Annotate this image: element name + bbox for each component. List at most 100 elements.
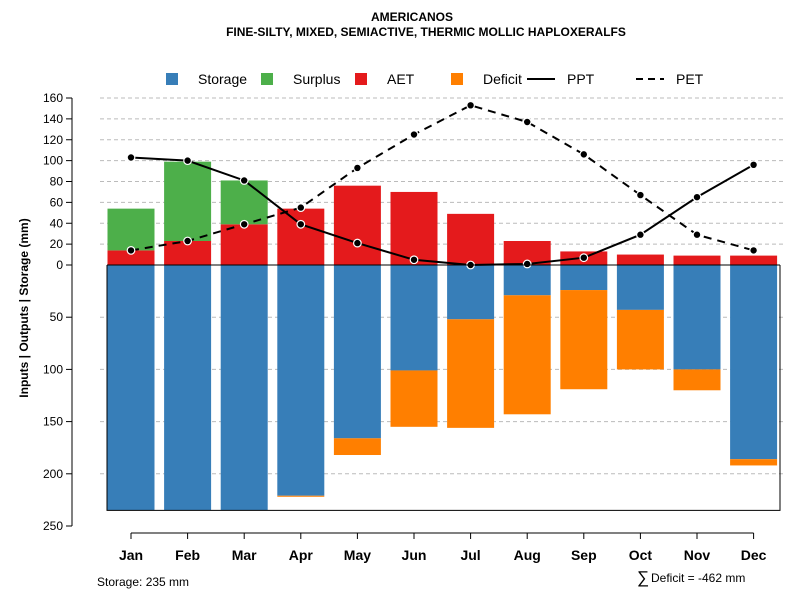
storage-bar bbox=[107, 265, 155, 511]
storage-capacity-outline bbox=[106, 265, 781, 511]
pet-line bbox=[130, 104, 754, 252]
y-tick-label-upper: 80 bbox=[50, 175, 64, 189]
y-tick-label-lower: 50 bbox=[50, 310, 64, 324]
x-tick-label: Dec bbox=[741, 547, 767, 563]
storage-bar bbox=[616, 265, 664, 310]
x-tick-label: Aug bbox=[514, 547, 541, 563]
deficit-bar bbox=[390, 370, 438, 427]
legend-label-surplus: Surplus bbox=[293, 71, 340, 87]
aet-bar bbox=[220, 224, 268, 265]
deficit-note: Deficit = -462 mm bbox=[651, 571, 745, 585]
storage-bar bbox=[390, 265, 438, 371]
x-tick-label: Apr bbox=[289, 547, 314, 563]
y-tick-label-lower: 100 bbox=[43, 362, 63, 376]
x-tick-label: Jan bbox=[119, 547, 143, 563]
chart-title: AMERICANOS bbox=[371, 10, 453, 24]
deficit-bar bbox=[560, 290, 608, 390]
x-tick-label: Feb bbox=[175, 547, 200, 563]
legend-swatch-surplus bbox=[261, 73, 273, 85]
ppt-point bbox=[409, 255, 419, 265]
bar-series bbox=[107, 161, 778, 511]
y-tick-label-upper: 100 bbox=[43, 154, 63, 168]
ppt-point bbox=[692, 192, 702, 202]
storage-note: Storage: 235 mm bbox=[97, 575, 189, 589]
y-tick-label-upper: 140 bbox=[43, 112, 63, 126]
y-tick-label-upper: 0 bbox=[56, 258, 63, 272]
ppt-point bbox=[183, 156, 193, 166]
aet-bar bbox=[390, 191, 438, 265]
pet-point bbox=[296, 203, 306, 212]
pet-point bbox=[636, 190, 645, 200]
ppt-point bbox=[749, 160, 758, 170]
y-tick-label-upper: 160 bbox=[43, 91, 63, 105]
line-series bbox=[126, 100, 758, 270]
storage-bar bbox=[277, 265, 325, 496]
deficit-bar bbox=[447, 319, 495, 428]
legend-swatch-deficit bbox=[451, 73, 463, 85]
surplus-bar bbox=[220, 180, 268, 225]
legend-label-storage: Storage bbox=[198, 71, 247, 87]
x-tick-label: Jun bbox=[402, 547, 427, 563]
pet-point bbox=[466, 100, 476, 110]
ppt-point bbox=[239, 176, 249, 185]
legend: Storage Surplus AET Deficit PPT PET bbox=[166, 71, 704, 87]
y-tick-label-upper: 60 bbox=[50, 195, 64, 209]
pet-point bbox=[239, 219, 249, 229]
storage-bar bbox=[673, 265, 721, 370]
legend-label-ppt: PPT bbox=[567, 71, 595, 87]
y-tick-label-upper: 120 bbox=[43, 133, 63, 147]
x-tick-label: Oct bbox=[629, 547, 653, 563]
pet-point bbox=[183, 236, 193, 246]
storage-bar bbox=[503, 265, 551, 296]
pet-point bbox=[579, 149, 589, 159]
y-axis-label: Inputs | Outputs | Storage (mm) bbox=[17, 218, 31, 397]
pet-point bbox=[749, 245, 758, 255]
ppt-point bbox=[579, 253, 589, 263]
chart-subtitle: FINE-SILTY, MIXED, SEMIACTIVE, THERMIC M… bbox=[226, 25, 626, 39]
x-tick-label: Nov bbox=[684, 547, 711, 563]
deficit-bar bbox=[277, 495, 325, 497]
ppt-point bbox=[522, 259, 532, 269]
ppt-point bbox=[296, 219, 306, 229]
storage-bar bbox=[220, 265, 268, 511]
legend-label-deficit: Deficit bbox=[483, 71, 522, 87]
pet-point bbox=[692, 230, 702, 240]
aet-bar bbox=[447, 213, 495, 265]
pet-point bbox=[353, 163, 362, 173]
aet-bar bbox=[333, 185, 381, 265]
aet-bar bbox=[673, 255, 721, 265]
x-tick-label: Sep bbox=[571, 547, 597, 563]
y-tick-label-lower: 250 bbox=[43, 519, 63, 533]
deficit-bar bbox=[333, 438, 381, 456]
legend-label-aet: AET bbox=[387, 71, 415, 87]
x-tick-label: Mar bbox=[232, 547, 257, 563]
ppt-point bbox=[636, 230, 645, 240]
ppt-point bbox=[353, 238, 362, 248]
storage-bar bbox=[560, 265, 608, 291]
ppt-point bbox=[126, 153, 136, 162]
deficit-bar bbox=[503, 295, 551, 415]
surplus-bar bbox=[107, 208, 155, 251]
aet-bar bbox=[277, 208, 325, 265]
storage-bar bbox=[164, 265, 212, 511]
x-tick-label: Jul bbox=[460, 547, 480, 563]
y-tick-label-lower: 200 bbox=[43, 467, 63, 481]
storage-bar bbox=[333, 265, 381, 439]
storage-bar bbox=[730, 265, 778, 460]
aet-bar bbox=[107, 250, 155, 265]
deficit-bar bbox=[616, 309, 664, 370]
pet-point bbox=[126, 245, 136, 255]
x-tick-label: May bbox=[344, 547, 371, 563]
deficit-bar bbox=[730, 459, 778, 466]
surplus-bar bbox=[164, 161, 212, 241]
aet-bar bbox=[616, 254, 664, 265]
y-tick-label-upper: 40 bbox=[50, 216, 64, 230]
legend-label-pet: PET bbox=[676, 71, 704, 87]
deficit-bar bbox=[673, 369, 721, 391]
axes: 0 20 40 60 80 100 120 140 160 50 100 150 200 250 Jan Fe… bbox=[43, 91, 781, 563]
deficit-symbol: ∑ bbox=[637, 568, 649, 587]
legend-swatch-aet bbox=[355, 73, 367, 85]
y-tick-label-lower: 150 bbox=[43, 415, 63, 429]
y-tick-label-upper: 20 bbox=[50, 237, 64, 251]
